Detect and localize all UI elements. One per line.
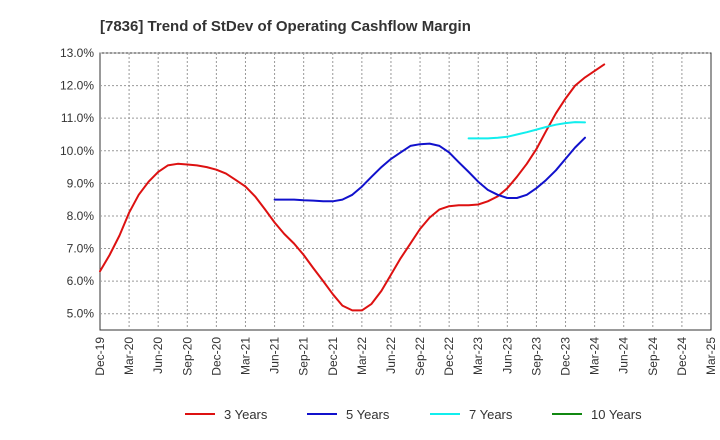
x-tick-label: Dec-23 — [559, 337, 573, 376]
x-tick-label: Sep-22 — [413, 337, 427, 376]
legend-label-4: 10 Years — [591, 407, 642, 422]
x-tick-label: Dec-24 — [675, 337, 689, 376]
x-tick-label: Mar-24 — [588, 337, 602, 375]
y-tick-label: 13.0% — [60, 46, 94, 60]
y-tick-label: 10.0% — [60, 144, 94, 158]
x-tick-label: Dec-20 — [209, 337, 223, 376]
x-axis: Dec-19 Mar-20 Jun-20 Sep-20 Dec-20 Mar-21 Jun-… — [93, 337, 718, 376]
y-tick-label: 11.0% — [61, 111, 94, 125]
x-tick-label: Mar-20 — [122, 337, 136, 375]
x-tick-label: Mar-21 — [238, 337, 252, 375]
x-tick-label: Mar-23 — [471, 337, 485, 375]
x-tick-label: Jun-20 — [151, 337, 165, 374]
y-tick-label: 9.0% — [67, 176, 95, 190]
x-tick-label: Jun-23 — [500, 337, 514, 374]
y-tick-label: 8.0% — [67, 209, 95, 223]
x-tick-label: Dec-22 — [442, 337, 456, 376]
series-line-1 — [99, 63, 606, 312]
legend-label-3: 7 Years — [469, 407, 513, 422]
legend-label-1: 3 Years — [224, 407, 268, 422]
grid — [100, 52, 711, 330]
x-tick-label: Dec-19 — [93, 337, 107, 376]
y-tick-label: 12.0% — [60, 79, 94, 93]
y-tick-label: 7.0% — [67, 242, 95, 256]
x-tick-label: Sep-24 — [646, 337, 660, 376]
chart-title: [7836] Trend of StDev of Operating Cashf… — [100, 18, 471, 35]
x-tick-label: Jun-21 — [268, 337, 282, 374]
x-tick-label: Mar-25 — [704, 337, 718, 375]
series-line-3 — [467, 121, 586, 140]
x-tick-label: Jun-24 — [617, 337, 631, 374]
y-tick-label: 6.0% — [67, 274, 95, 288]
y-axis: 5.0% 6.0% 7.0% 8.0% 9.0% 10.0% 11.0% 12.0% 13.0% — [60, 46, 94, 321]
x-tick-label: Jun-22 — [384, 337, 398, 374]
plot-area — [99, 52, 712, 331]
y-tick-label: 5.0% — [67, 307, 95, 321]
legend-label-2: 5 Years — [346, 407, 390, 422]
series-line-2 — [273, 136, 586, 203]
x-tick-label: Mar-22 — [355, 337, 369, 375]
x-tick-label: Dec-21 — [326, 337, 340, 376]
series-lines — [99, 63, 606, 312]
x-tick-label: Sep-23 — [529, 337, 543, 376]
x-tick-label: Sep-20 — [180, 337, 194, 376]
legend: 3 Years 5 Years 7 Years 10 Years — [185, 407, 642, 422]
x-tick-label: Sep-21 — [297, 337, 311, 376]
